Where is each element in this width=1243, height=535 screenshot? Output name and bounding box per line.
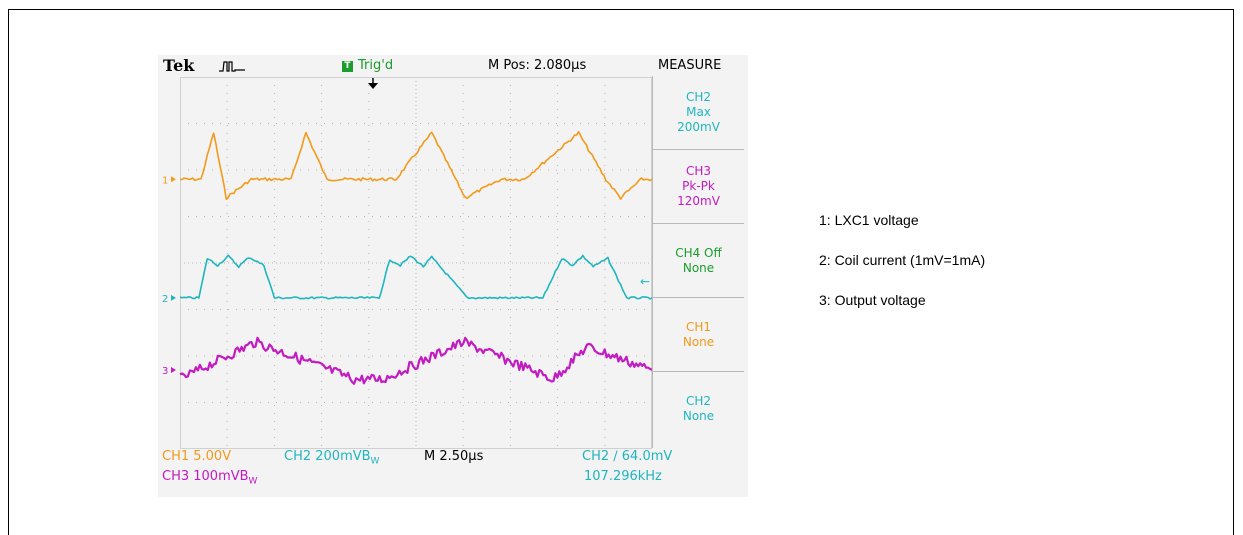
measure-panel: CH2 Max 200mV CH3 Pk-Pk 120mV CH4 Off No… — [652, 76, 744, 448]
trigger-badge: T — [342, 61, 353, 72]
menu-title: MEASURE — [658, 58, 722, 73]
channel-2-marker-icon — [171, 294, 176, 301]
graticule — [180, 77, 652, 449]
measure-2-line-2: Pk-Pk — [682, 179, 715, 193]
measure-4-line-2: None — [682, 334, 715, 349]
measure-slot-3[interactable]: CH4 Off None — [653, 224, 744, 298]
ch3-scale: CH3 100mVBW — [162, 469, 258, 487]
measure-slot-2[interactable]: CH3 Pk-Pk 120mV — [653, 150, 744, 224]
legend-item-1: 1: LXC1 voltage — [819, 212, 919, 228]
channel-1-marker-icon — [171, 176, 176, 183]
legend-item-3: 3: Output voltage — [819, 292, 926, 308]
trace-legend: 1: LXC1 voltage 2: Coil current (1mV=1mA… — [819, 210, 985, 330]
ch1-scale: CH1 5.00V — [162, 449, 232, 464]
channel-1-marker-label: 1 — [162, 175, 168, 186]
brand-label: Tek — [163, 56, 195, 75]
channel-3-marker-label: 3 — [162, 366, 168, 377]
measure-1-line-1: CH2 — [685, 90, 712, 104]
measure-2-line-1: CH3 — [685, 164, 712, 178]
measure-2-line-3: 120mV — [677, 194, 720, 208]
trigger-status: Trig'd — [358, 58, 394, 73]
timebase: M 2.50µs — [424, 449, 484, 464]
pulse-icon — [219, 61, 245, 72]
measure-1-line-3: 200mV — [677, 120, 720, 134]
channel-3-marker-icon — [171, 366, 176, 373]
figure-frame — [8, 9, 1234, 535]
waveform-plot: 1 2 3 ← — [162, 77, 653, 449]
trace-ch2 — [179, 254, 653, 300]
trace-ch3 — [179, 336, 653, 385]
measure-3-line-1: CH4 Off — [675, 245, 722, 260]
trigger-frequency: 107.296kHz — [584, 469, 662, 484]
measure-slot-4[interactable]: CH1 None — [653, 298, 744, 372]
graticule-border — [180, 77, 652, 449]
oscilloscope-screen: Tek T Trig'd M Pos: 2.080µs MEASURE 1 2 3 ←… — [158, 55, 748, 497]
trigger-position-arrow-icon — [368, 77, 378, 89]
channel-2-marker-label: 2 — [162, 294, 168, 305]
trigger-info: CH2 ∕ 64.0mV — [582, 449, 673, 464]
measure-5-line-1: CH2 — [685, 394, 712, 408]
measure-3-line-2: None — [682, 260, 715, 275]
measure-4-line-1: CH1 — [685, 319, 712, 334]
legend-item-2: 2: Coil current (1mV=1mA) — [819, 252, 986, 268]
horizontal-position: M Pos: 2.080µs — [488, 58, 587, 73]
measure-5-line-2: None — [682, 409, 715, 423]
trigger-level-arrow-icon: ← — [640, 275, 650, 289]
ch2-scale: CH2 200mVBW — [284, 449, 380, 467]
measure-slot-1[interactable]: CH2 Max 200mV — [653, 76, 744, 150]
measure-1-line-2: Max — [686, 105, 711, 119]
trace-ch1 — [179, 130, 653, 200]
measure-slot-5[interactable]: CH2 None — [653, 372, 744, 446]
